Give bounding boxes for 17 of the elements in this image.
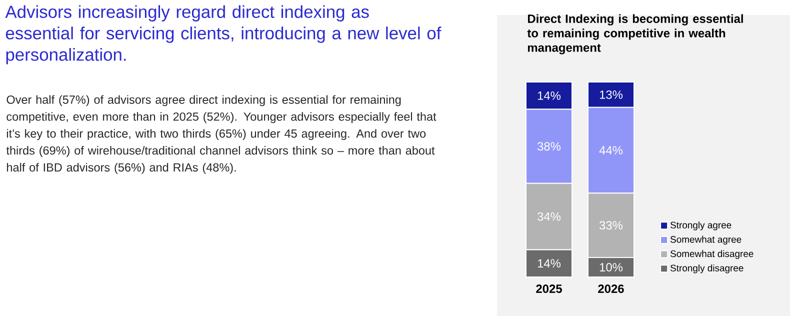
data-label: 44%: [599, 146, 623, 154]
legend-label: Somewhat agree: [670, 236, 742, 245]
data-label: 14%: [538, 259, 561, 268]
legend-label: Somewhat disagree: [670, 250, 754, 259]
data-label: 33%: [599, 221, 623, 230]
x-tick-label: 2026: [598, 284, 624, 293]
data-label: 38%: [537, 142, 561, 151]
legend-label: Strongly agree: [670, 221, 732, 230]
text: Over half (57%) of advisors agree direct indexing is essential for remaining competitive, even more than in 2025 (52%). Younger advisors especially feel that it’s key to their practice, with two thirds (65%) under 45 agreeing. And over two thirds (69%) of wirehouse/traditional channel advisors think so – more than about half of IBD advisors (56%) and RIAs (48%).: [6, 95, 436, 174]
chart-title: Direct Indexing is becoming essential to remaining competitive in wealth management: [527, 14, 743, 54]
x-tick-label: 2025: [536, 284, 562, 293]
text: Advisors increasingly regard direct indexing as essential for servicing clients, introducing a new level of personalization.: [5, 5, 442, 64]
data-label: 13%: [600, 90, 623, 99]
data-label: 34%: [537, 212, 561, 221]
legend-label: Strongly disagree: [670, 264, 744, 274]
data-label: 14%: [538, 91, 561, 100]
data-label: 10%: [600, 263, 623, 272]
